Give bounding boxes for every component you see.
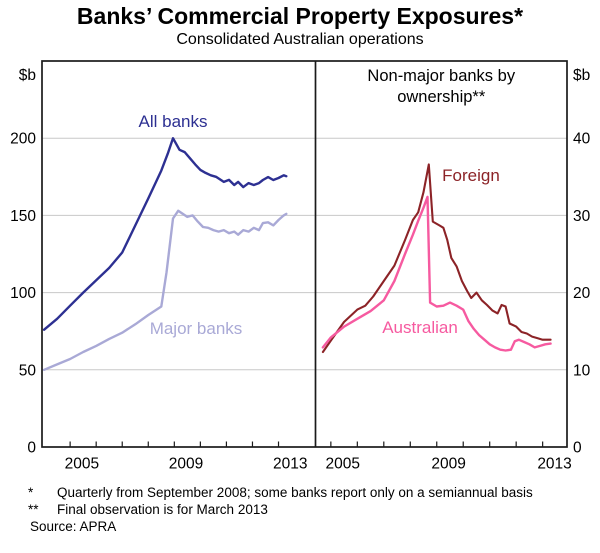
- panel-title-line: ownership**: [397, 88, 486, 106]
- footnote-text: Final observation is for March 2013: [57, 502, 268, 517]
- series-label-foreign: Foreign: [442, 166, 500, 185]
- source-text: Source: APRA: [30, 519, 117, 534]
- y-axis-label-50: 50: [19, 362, 37, 379]
- y-axis-label-40: 40: [573, 131, 591, 148]
- series-line-australian: [321, 195, 552, 352]
- series-label-australian: Australian: [382, 318, 458, 337]
- page-title: Banks’ Commercial Property Exposures*: [76, 3, 524, 29]
- page-subtitle: Consolidated Australian operations: [176, 31, 424, 48]
- y-axis-label-30: 30: [573, 208, 591, 225]
- plot-frame: [41, 60, 568, 448]
- series-line-all-banks: [42, 136, 288, 331]
- x-axis-label-2013: 2013: [537, 456, 571, 473]
- y-axis-label-20: 20: [573, 285, 591, 302]
- y-axis-label-200: 200: [10, 131, 36, 148]
- footnote-row: ** Final observation is for March 2013: [0, 501, 600, 518]
- y-axis-label-0: 0: [573, 440, 582, 457]
- series-label-all-banks: All banks: [139, 112, 208, 131]
- x-axis-label-2005: 2005: [326, 456, 360, 473]
- x-axis-label-2005: 2005: [65, 456, 99, 473]
- series-label-major-banks: Major banks: [150, 319, 243, 338]
- footnote-marker: **: [28, 502, 39, 517]
- footnote-text: Quarterly from September 2008; some bank…: [57, 485, 533, 500]
- series-line-major-banks: [42, 209, 288, 371]
- x-axis-label-2009: 2009: [431, 456, 465, 473]
- y-axis-unit-label: $b: [19, 67, 36, 84]
- x-axis-label-2009: 2009: [169, 456, 203, 473]
- y-axis-label-0: 0: [27, 440, 36, 457]
- panel-title-line: Non-major banks by: [367, 67, 515, 85]
- footnotes: * Quarterly from September 2008; some ba…: [0, 484, 600, 535]
- y-axis-label-100: 100: [10, 285, 36, 302]
- series-line-foreign: [321, 163, 552, 354]
- y-axis-label-10: 10: [573, 362, 591, 379]
- footnote-row: * Quarterly from September 2008; some ba…: [0, 484, 600, 501]
- y-axis-unit-label: $b: [573, 67, 590, 84]
- y-axis-label-150: 150: [10, 208, 36, 225]
- x-axis-label-2013: 2013: [273, 456, 307, 473]
- footnote-marker: *: [28, 485, 34, 500]
